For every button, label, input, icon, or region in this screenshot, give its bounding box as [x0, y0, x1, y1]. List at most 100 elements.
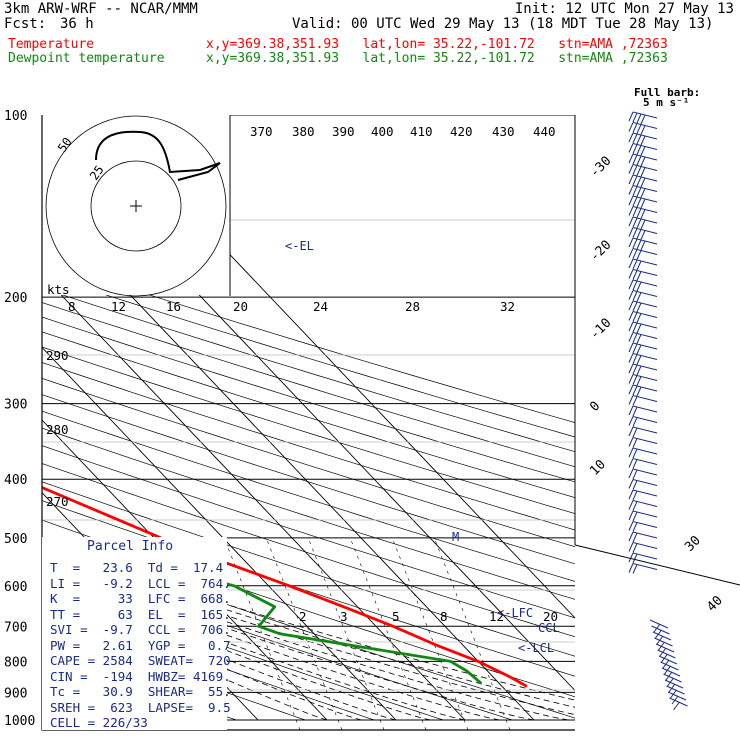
wind-barb-flag — [636, 166, 642, 176]
wind-barb-flag — [628, 342, 634, 353]
wind-barb-flag — [628, 206, 634, 216]
dry-adiabat — [42, 410, 575, 582]
valid-time: Valid: 00 UTC Wed 29 May 13 (18 MDT Tue … — [292, 16, 714, 32]
wind-barb-low — [655, 643, 675, 653]
wind-barb-flag — [632, 165, 638, 175]
dry-adiabat — [42, 427, 575, 600]
wind-barb-flag — [632, 480, 638, 490]
wind-barb-flag — [628, 521, 634, 531]
parcel-info-row: SVI = -9.7 CCL = 706. — [50, 622, 231, 637]
parcel-info-row: TT = 63 EL = 165. — [50, 606, 231, 622]
wind-barb-flag — [628, 542, 634, 552]
theta-label: 390 — [332, 124, 355, 139]
wind-barb — [628, 122, 658, 135]
wind-barb — [628, 468, 658, 480]
parcel-info-row: PW = 2.61 YGP = 0.7 — [50, 637, 231, 653]
wind-barb-flag — [632, 291, 638, 301]
wind-barb — [628, 237, 658, 251]
wind-barb-flag — [628, 237, 634, 248]
pressure-label: 800 — [4, 655, 27, 670]
wind-barb-flag — [636, 313, 642, 323]
wind-barb-low — [661, 667, 681, 677]
wind-barb-flag — [632, 532, 638, 543]
wind-barb-flag — [628, 552, 634, 563]
wind-barb-flag — [632, 564, 638, 574]
theta-label: 400 — [371, 124, 394, 139]
isotherm — [42, 419, 328, 721]
theta-left-label: 280 — [46, 422, 69, 437]
wind-barb-flag — [632, 322, 638, 333]
mixing-ratio-label: 8 — [440, 609, 448, 624]
full-barb-label: Full barb: — [634, 86, 700, 99]
wind-barb — [628, 300, 658, 313]
wind-barb — [628, 143, 658, 156]
theta-label: 370 — [250, 124, 273, 139]
wind-barb — [628, 437, 658, 448]
wind-barb-flag — [636, 208, 642, 218]
wind-barb-flag — [632, 438, 638, 448]
wind-barb-flag — [636, 292, 642, 302]
wind-barb — [628, 248, 658, 260]
dry-adiabat — [42, 316, 575, 483]
plot-right-diagonal — [574, 544, 740, 586]
mixing-ratio-label: 20 — [543, 609, 558, 624]
isotherm — [42, 346, 397, 721]
wind-barb-flag — [628, 405, 634, 416]
wind-barb-low — [654, 637, 673, 647]
pressure-label: 200 — [4, 291, 27, 306]
wind-barb — [628, 227, 658, 240]
pressure-label: 700 — [4, 620, 27, 635]
wind-barb — [628, 195, 658, 209]
wind-barb-flag — [632, 217, 638, 228]
wind-barb-flag — [632, 333, 638, 343]
hodo-trace — [95, 130, 221, 181]
wind-barb-flag — [628, 122, 634, 132]
wind-barb-flag — [632, 511, 638, 522]
plot-frame — [41, 115, 575, 731]
pressure-label: 600 — [4, 580, 27, 595]
wind-barb-flag — [632, 385, 638, 396]
dry-adiabat — [42, 346, 575, 515]
mixing-ratio-label: 12 — [489, 609, 504, 624]
wind-barb — [628, 258, 658, 271]
wind-barb-flag — [632, 144, 638, 154]
wind-barb-flag — [636, 187, 642, 197]
mixing-ratio-line — [434, 539, 511, 730]
wind-barb — [628, 563, 658, 574]
wind-barb-flag — [628, 153, 634, 164]
isotherm-label: -30 — [587, 154, 614, 181]
pressure-label: 100 — [4, 109, 27, 124]
wind-barb-flag — [632, 469, 638, 480]
temperature-profile — [42, 485, 528, 688]
wind-barb-flag — [636, 365, 642, 376]
wind-barb — [628, 552, 658, 564]
dry-adiabat — [42, 445, 575, 619]
forecast-hour: 36 h — [60, 16, 94, 32]
wind-barb-flag — [632, 490, 638, 501]
hodo-ring-label: 25 — [87, 163, 107, 183]
wind-barb — [628, 458, 658, 469]
wind-barb-flag — [628, 531, 634, 542]
wind-barb-flag — [640, 209, 646, 219]
parcel-info-row: K = 33 LFC = 668. — [50, 591, 231, 606]
wind-barb-flag — [628, 479, 634, 489]
wind-barb-flag — [636, 386, 642, 397]
hodo-speed-label: 20 — [233, 299, 248, 314]
dry-adiabat — [42, 463, 575, 638]
wind-barb-flag — [628, 227, 634, 237]
wind-barb-flag — [632, 396, 638, 406]
dewpoint-legend: Dewpoint temperature — [8, 51, 165, 66]
hodo-speed-label: 12 — [111, 299, 126, 314]
theta-label: 430 — [492, 124, 515, 139]
wind-barb — [628, 363, 658, 376]
wind-barb-flag — [628, 311, 634, 321]
isotherm-label: -20 — [587, 238, 614, 265]
theta-label: 440 — [533, 124, 556, 139]
wind-barb — [628, 321, 658, 334]
parcel-info-row: T = 23.6 Td = 17.4 — [50, 560, 224, 575]
wind-barb-flag — [628, 468, 634, 479]
wind-barb-flag — [628, 489, 634, 500]
wind-barb-flag — [640, 167, 646, 177]
wind-barb-flag — [640, 198, 646, 209]
mixing-ratio-line — [224, 539, 301, 730]
